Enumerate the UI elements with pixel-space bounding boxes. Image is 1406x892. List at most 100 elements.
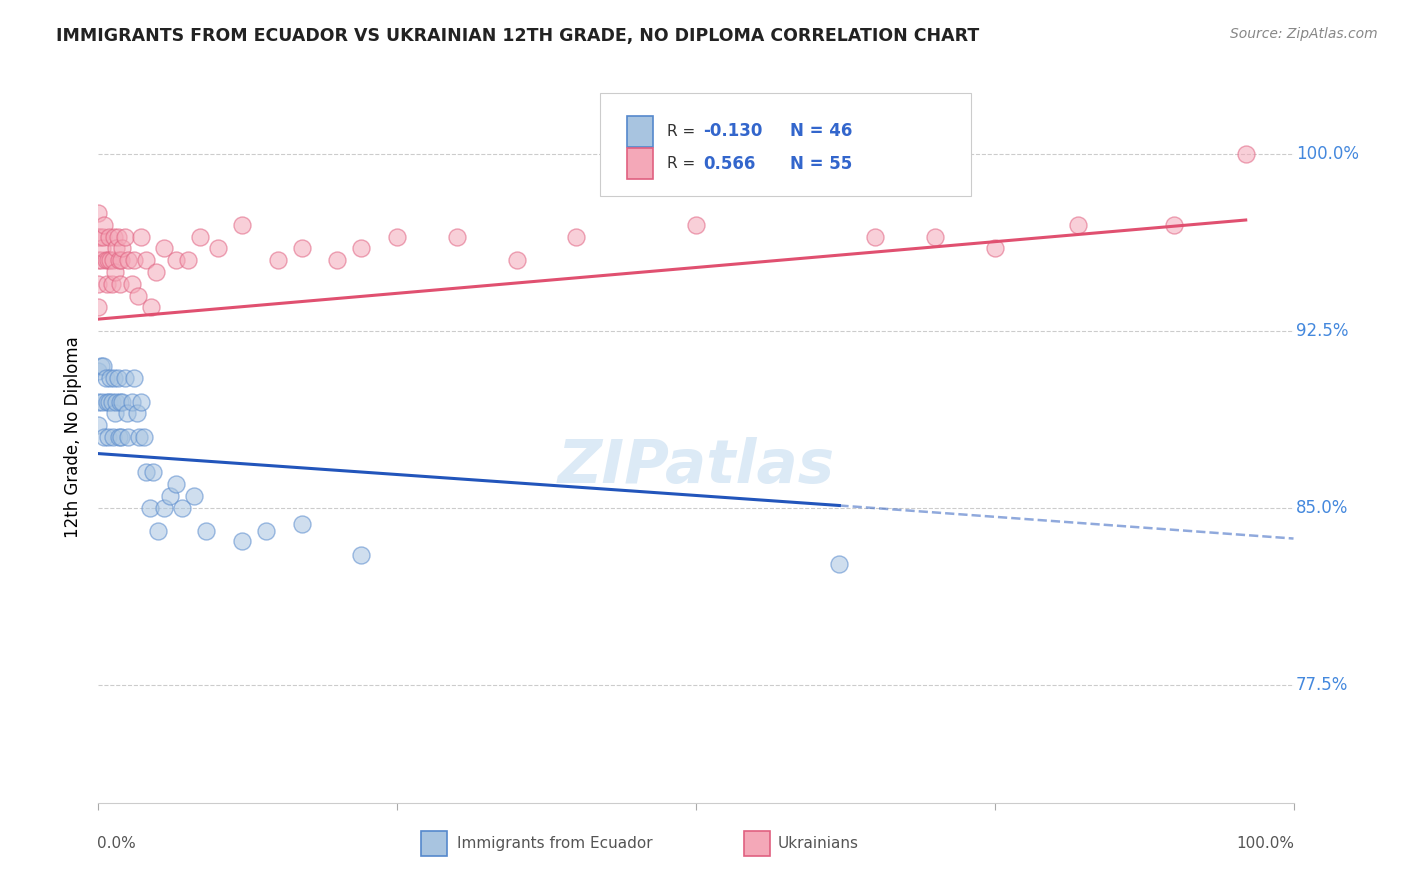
Point bbox=[91, 229, 114, 244]
Point bbox=[108, 394, 131, 409]
Point bbox=[231, 533, 253, 548]
Point bbox=[135, 466, 157, 480]
Point bbox=[984, 241, 1007, 255]
Point bbox=[207, 241, 229, 255]
Text: 100.0%: 100.0% bbox=[1237, 836, 1295, 851]
Point bbox=[828, 558, 851, 572]
Point bbox=[1163, 218, 1185, 232]
Point bbox=[87, 418, 110, 433]
Point bbox=[135, 253, 157, 268]
Point bbox=[183, 489, 205, 503]
Point bbox=[110, 430, 132, 444]
Point bbox=[107, 253, 129, 268]
Point bbox=[350, 241, 373, 255]
Point bbox=[101, 430, 124, 444]
Point bbox=[865, 229, 887, 244]
Point bbox=[685, 218, 707, 232]
Point bbox=[326, 253, 349, 268]
Text: Immigrants from Ecuador: Immigrants from Ecuador bbox=[457, 837, 652, 851]
Point bbox=[100, 277, 122, 291]
Text: -0.130: -0.130 bbox=[703, 122, 762, 140]
Point bbox=[131, 394, 153, 409]
Text: ZIPatlas: ZIPatlas bbox=[557, 437, 835, 496]
Text: R =: R = bbox=[668, 124, 700, 139]
Point bbox=[90, 359, 112, 374]
Point bbox=[100, 394, 122, 409]
Point bbox=[139, 301, 162, 315]
Point bbox=[117, 253, 139, 268]
Point bbox=[385, 229, 409, 244]
Point bbox=[96, 277, 118, 291]
Point bbox=[132, 430, 155, 444]
Point bbox=[96, 394, 118, 409]
Point bbox=[231, 218, 253, 232]
Point bbox=[291, 241, 314, 255]
Point bbox=[105, 394, 128, 409]
Point bbox=[87, 229, 110, 244]
Point bbox=[267, 253, 290, 268]
Point bbox=[87, 364, 110, 378]
Point bbox=[107, 229, 129, 244]
Point bbox=[93, 430, 115, 444]
Bar bbox=[744, 830, 770, 856]
Point bbox=[91, 359, 114, 374]
Text: 92.5%: 92.5% bbox=[1296, 322, 1348, 340]
Bar bbox=[627, 116, 652, 146]
Text: 100.0%: 100.0% bbox=[1296, 145, 1360, 163]
Text: 0.566: 0.566 bbox=[703, 155, 755, 173]
Point bbox=[89, 229, 111, 244]
Point bbox=[108, 277, 131, 291]
Point bbox=[103, 371, 125, 385]
Point bbox=[87, 277, 110, 291]
Point bbox=[145, 265, 167, 279]
Bar bbox=[627, 148, 652, 179]
Text: N = 55: N = 55 bbox=[790, 155, 852, 173]
Point bbox=[111, 241, 134, 255]
Point bbox=[188, 229, 211, 244]
Text: Source: ZipAtlas.com: Source: ZipAtlas.com bbox=[1230, 27, 1378, 41]
Point bbox=[97, 430, 120, 444]
Text: 77.5%: 77.5% bbox=[1296, 676, 1348, 694]
Point bbox=[98, 229, 121, 244]
Bar bbox=[422, 830, 447, 856]
Point bbox=[115, 407, 138, 421]
Point bbox=[153, 241, 176, 255]
Point bbox=[172, 500, 194, 515]
Point bbox=[104, 407, 127, 421]
Point bbox=[1067, 218, 1090, 232]
Point bbox=[131, 229, 153, 244]
Point bbox=[291, 517, 314, 532]
Point bbox=[117, 430, 139, 444]
Point bbox=[159, 489, 181, 503]
Point bbox=[98, 253, 122, 268]
Point bbox=[165, 253, 187, 268]
Point bbox=[127, 288, 149, 302]
Point bbox=[506, 253, 529, 268]
Point bbox=[177, 253, 200, 268]
Point bbox=[114, 229, 136, 244]
Point bbox=[94, 253, 117, 268]
Point bbox=[565, 229, 588, 244]
Point bbox=[93, 218, 115, 232]
Text: IMMIGRANTS FROM ECUADOR VS UKRAINIAN 12TH GRADE, NO DIPLOMA CORRELATION CHART: IMMIGRANTS FROM ECUADOR VS UKRAINIAN 12T… bbox=[56, 27, 980, 45]
Text: 85.0%: 85.0% bbox=[1296, 499, 1348, 516]
Point bbox=[87, 253, 110, 268]
Point bbox=[124, 253, 146, 268]
Text: Ukrainians: Ukrainians bbox=[778, 837, 858, 851]
Point bbox=[148, 524, 170, 539]
Point bbox=[104, 265, 127, 279]
Point bbox=[107, 371, 129, 385]
Point bbox=[124, 371, 146, 385]
Point bbox=[139, 500, 162, 515]
Point bbox=[195, 524, 218, 539]
Point bbox=[121, 277, 143, 291]
Point bbox=[107, 430, 129, 444]
Point bbox=[97, 253, 120, 268]
Point bbox=[98, 371, 122, 385]
Point bbox=[105, 241, 128, 255]
Point bbox=[153, 500, 176, 515]
Point bbox=[87, 394, 110, 409]
Point bbox=[110, 253, 132, 268]
Point bbox=[90, 253, 112, 268]
Point bbox=[165, 477, 187, 491]
